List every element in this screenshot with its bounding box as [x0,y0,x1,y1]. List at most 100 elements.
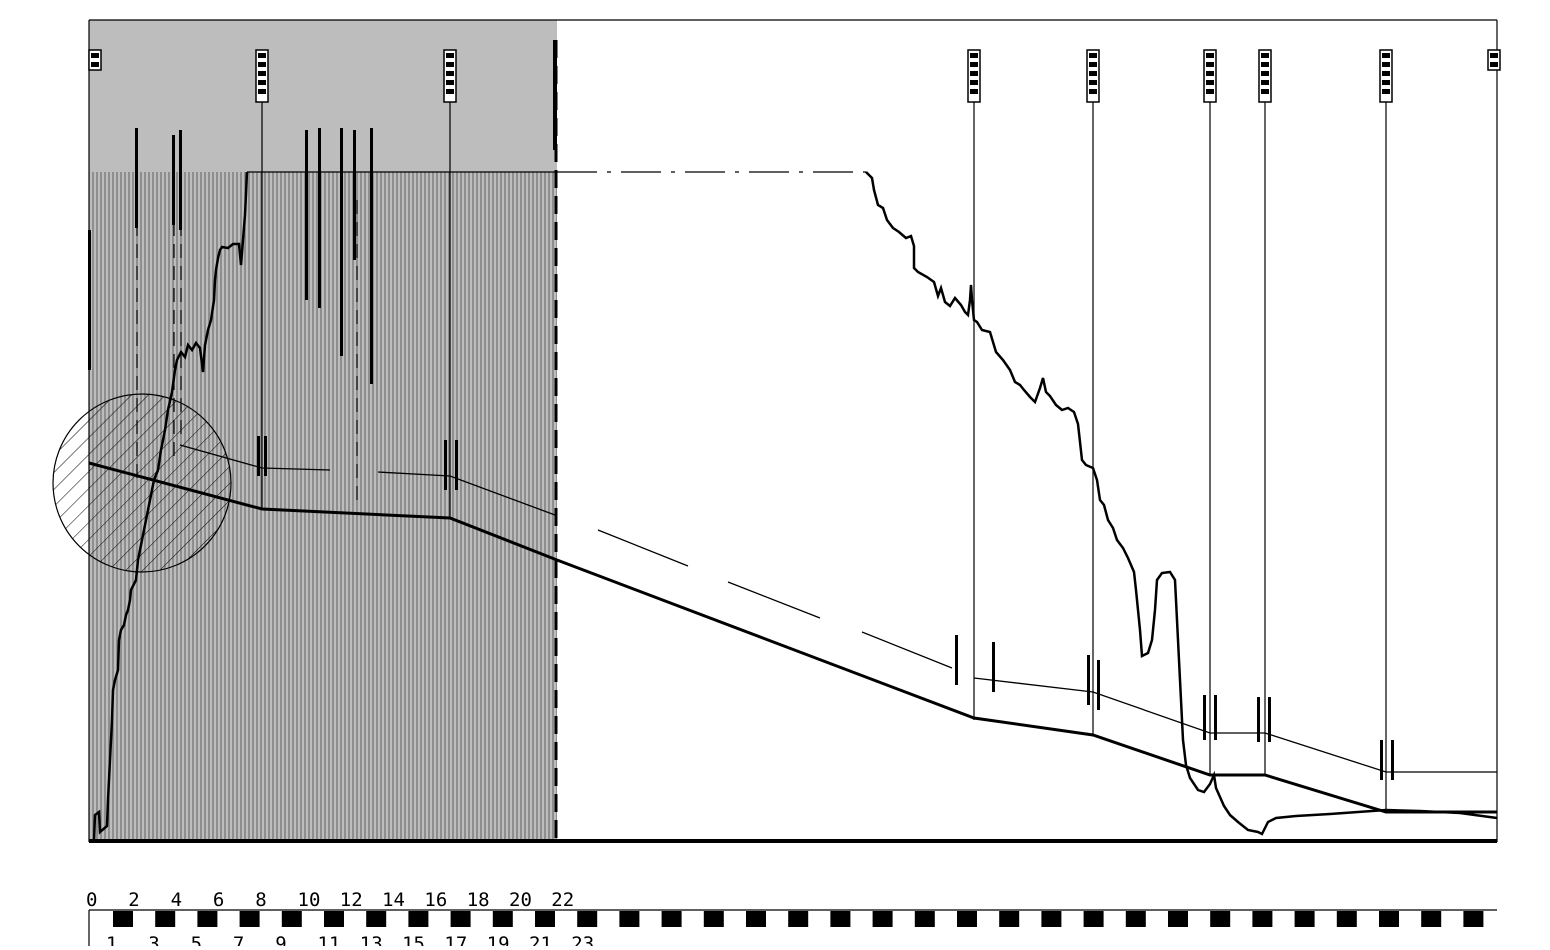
station-marker-text [258,80,266,85]
scale-block [1252,911,1273,927]
station-marker-text [1089,89,1097,94]
station-marker-text [1206,71,1214,76]
station-marker-text [1382,53,1390,58]
scale-block [535,911,555,927]
station-marker-text [1089,80,1097,85]
scale-bottom-label: 17 [444,933,467,946]
station-marker-text [258,89,266,94]
scale-top-label: 8 [255,889,266,911]
scale-top-label: 0 [86,889,97,911]
scale-block [197,911,218,927]
station-marker-text [446,71,454,76]
scale-top-labels: 0 2 4 6 8 10 12 14 16 18 20 22 [86,889,574,911]
scale-block [1125,911,1146,927]
long-dash-line [597,529,953,669]
station-marker-text [1382,80,1390,85]
station-marker-text [1206,62,1214,67]
scale-block [1083,911,1104,927]
scale-bottom-label: 11 [318,933,341,946]
scale-block [830,911,851,927]
scale-bottom-label: 15 [402,933,425,946]
hatched-circle-shape [52,393,232,573]
scale-bottom-label: 7 [233,933,244,946]
station-lines [261,60,1387,812]
station-marker-text [91,53,99,58]
scale-block [999,911,1020,927]
scale-block [1421,911,1442,927]
scale-block [1379,911,1399,927]
scale-block [408,911,429,927]
station-marker-text [1261,80,1269,85]
frame [88,19,1498,843]
scale-block [1336,911,1357,927]
station-marker-text [970,53,978,58]
scale-block [1463,911,1484,927]
station-marker-text [446,53,454,58]
station-marker-text [1261,62,1269,67]
station-markers [88,49,1501,103]
station-marker-text [970,89,978,94]
scale-block [661,911,682,927]
scale-block [113,911,133,927]
scale-top-label: 10 [298,889,321,911]
thick-design-line [88,461,1497,814]
scale-top-label: 2 [128,889,139,911]
station-marker-text [1206,89,1214,94]
scale-block [1168,911,1188,927]
scale-block [1294,911,1315,927]
scale-block [703,911,724,927]
scale-block [746,911,766,927]
scale-block [155,911,176,927]
scale-bar [88,909,1497,946]
station-marker-text [1261,53,1269,58]
scale-top-label: 4 [171,889,182,911]
scale-block [450,911,471,927]
station-marker-text [258,53,266,58]
scale-top-label: 6 [213,889,224,911]
scale-block [1210,911,1231,927]
scale-bottom-label: 5 [191,933,202,946]
station-marker-text [258,62,266,67]
scale-block [872,911,893,927]
station-marker-text [970,80,978,85]
scale-bottom-label: 9 [275,933,286,946]
scale-block [619,911,640,927]
scale-bottom-label: 21 [529,933,552,946]
scale-block [366,911,387,927]
station-marker-text [446,80,454,85]
station-marker-text [1089,71,1097,76]
station-marker-text [970,71,978,76]
station-marker-text [1382,62,1390,67]
scale-bottom-label: 23 [571,933,594,946]
scale-bottom-label: 3 [148,933,159,946]
station-marker-text [1206,53,1214,58]
scale-top-label: 18 [467,889,490,911]
thin-profile-line-3 [973,677,1497,773]
station-marker-text [1490,53,1498,58]
scale-top-label: 20 [509,889,532,911]
scale-block [324,911,344,927]
station-marker-text [1089,53,1097,58]
station-marker-text [1490,62,1498,67]
scale-block [788,911,809,927]
scale-block [914,911,935,927]
station-marker-text [1206,80,1214,85]
scale-top-label: 14 [382,889,405,911]
scale-block [492,911,513,927]
scale-block [577,911,598,927]
station-marker-text [91,62,99,67]
station-marker-text [446,89,454,94]
scale-top-label: 16 [424,889,447,911]
scale-block [281,911,302,927]
right-terrain-profile [865,171,1498,836]
scale-top-label: 22 [551,889,574,911]
scale-bottom-labels: 1 3 5 7 9 11 13 15 17 19 21 23 [106,933,594,950]
scale-bottom-label: 1 [106,933,117,946]
scale-block [239,911,260,927]
scale-block [957,911,977,927]
scale-bottom-label: 19 [487,933,510,946]
station-marker-text [1261,71,1269,76]
station-marker-text [446,62,454,67]
station-marker-text [258,71,266,76]
